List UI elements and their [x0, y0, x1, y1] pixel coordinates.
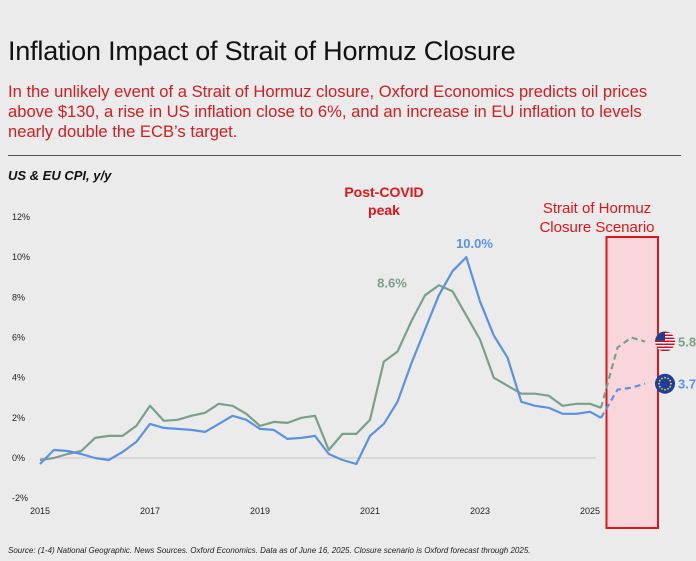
source-note: Source: (1-4) National Geographic. News … — [8, 546, 531, 555]
annotation-layer: 5.8% 3.7% 10.0% 8.6% Post-COVID peak Strait of… — [344, 184, 696, 394]
cpi-line-chart: -2% 0% 2% 4% 6% 8% 10% 12% 2015 2017 2019 2021 2023… — [12, 184, 696, 529]
x-tick-label: 2015 — [30, 506, 50, 516]
y-tick-label: 8% — [12, 292, 25, 302]
scenario-box — [605, 236, 659, 529]
us-peak-label: 10.0% — [456, 236, 493, 251]
y-tick-label: 10% — [12, 252, 30, 262]
page-title: Inflation Impact of Strait of Hormuz Clo… — [8, 36, 516, 66]
us-flag-icon — [655, 331, 675, 352]
x-axis: 2015 2017 2019 2021 2023 2025 — [30, 506, 600, 516]
x-tick-label: 2017 — [140, 506, 160, 516]
y-tick-label: 12% — [12, 212, 30, 222]
eu-forecast-line — [599, 336, 646, 409]
y-tick-label: -2% — [12, 493, 28, 503]
us-cpi-line — [39, 256, 602, 466]
eu-end-label: 5.8% — [678, 335, 696, 350]
eu-flag-icon — [655, 373, 675, 394]
y-tick-label: 2% — [12, 413, 25, 423]
us-end-label: 3.7% — [678, 377, 696, 392]
divider — [8, 155, 681, 156]
post-covid-label-line1: Post-COVID — [344, 184, 423, 200]
scenario-label-line1: Strait of Hormuz — [543, 200, 651, 217]
y-axis: -2% 0% 2% 4% 6% 8% 10% 12% — [12, 212, 30, 503]
scenario-layer — [605, 236, 659, 529]
series-layer — [39, 256, 646, 466]
scenario-label-line2: Closure Scenario — [539, 219, 654, 236]
y-tick-label: 6% — [12, 333, 25, 343]
eu-peak-label: 8.6% — [377, 275, 407, 290]
x-tick-label: 2023 — [470, 506, 490, 516]
chart-label: US & EU CPI, y/y — [8, 168, 112, 183]
x-tick-label: 2019 — [250, 506, 270, 516]
page-subtitle: In the unlikely event of a Strait of Hor… — [8, 82, 648, 141]
x-tick-label: 2025 — [580, 506, 600, 516]
y-tick-label: 4% — [12, 373, 25, 383]
x-tick-label: 2021 — [360, 506, 380, 516]
eu-cpi-line — [39, 284, 602, 462]
y-tick-label: 0% — [12, 453, 25, 463]
post-covid-label-line2: peak — [368, 202, 400, 218]
us-forecast-line — [600, 382, 646, 419]
